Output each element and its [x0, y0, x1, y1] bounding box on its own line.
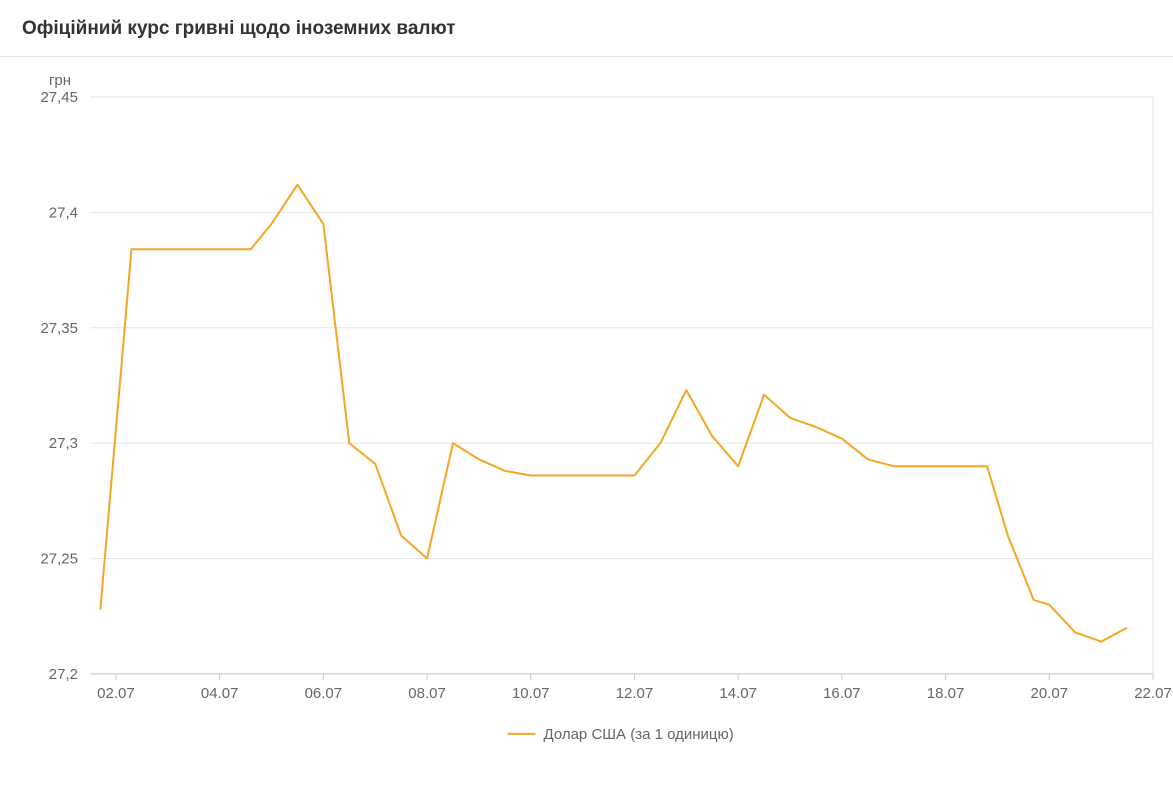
- y-tick-label: 27,25: [40, 551, 78, 568]
- x-tick-label: 22.07: [1134, 685, 1172, 702]
- chart-container: Офіційний курс гривні щодо іноземних вал…: [0, 0, 1173, 800]
- x-tick-label: 18.07: [927, 685, 965, 702]
- chart-area: 27,2 27,25 27,3 27,35 27,4 27,45грн 02.07 04.07…: [0, 57, 1173, 777]
- chart-svg: 27,2 27,25 27,3 27,35 27,4 27,45грн 02.07 04.07…: [0, 57, 1173, 777]
- y-axis-unit: грн: [49, 72, 71, 89]
- x-tick-label: 20.07: [1031, 685, 1069, 702]
- x-tick-label: 04.07: [201, 685, 239, 702]
- y-tick-label: 27,3: [49, 435, 78, 452]
- y-tick-label: 27,45: [40, 89, 78, 106]
- title-bar: Офіційний курс гривні щодо іноземних вал…: [0, 0, 1173, 57]
- x-tick-label: 08.07: [408, 685, 446, 702]
- x-tick-label: 12.07: [616, 685, 654, 702]
- chart-title: Офіційний курс гривні щодо іноземних вал…: [22, 18, 456, 39]
- x-tick-label: 14.07: [719, 685, 757, 702]
- x-tick-label: 10.07: [512, 685, 550, 702]
- x-tick-label: 02.07: [97, 685, 135, 702]
- y-tick-label: 27,4: [49, 204, 78, 221]
- series-line-usd: [100, 185, 1127, 642]
- x-tick-label: 16.07: [823, 685, 861, 702]
- x-tick-label: 06.07: [305, 685, 343, 702]
- y-tick-label: 27,35: [40, 320, 78, 337]
- legend-label: Долар США (за 1 одиницю): [544, 726, 734, 743]
- y-tick-label: 27,2: [49, 666, 78, 683]
